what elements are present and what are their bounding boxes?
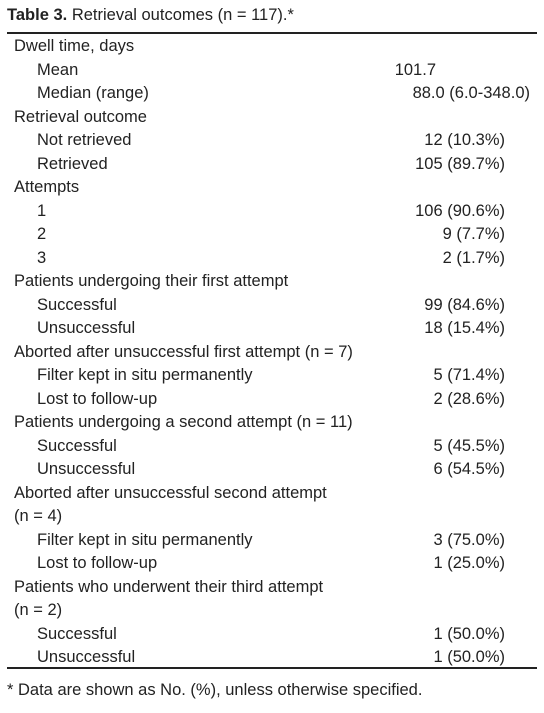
caption-label: Table 3. (7, 6, 68, 24)
row-value: 1 (25.0%) (433, 554, 505, 572)
row-label: Not retrieved (37, 131, 132, 149)
row-value: 3 (75.0%) (433, 530, 505, 549)
row-value: 101.7 (394, 60, 436, 79)
row-value: 105 (89.7%) (415, 154, 505, 173)
row-label: Retrieved (37, 154, 108, 173)
row-label: Successful (37, 295, 117, 314)
row-value: 99 (84.6%) (424, 295, 505, 314)
caption-text: Retrieval outcomes (n = 117).* (71, 6, 294, 24)
row-value: 106 (90.6%) (415, 201, 505, 220)
row-value: 6 (54.5%) (433, 460, 505, 478)
row-heading: Patients who underwent their third attem… (14, 577, 324, 596)
row-label: Unsuccessful (37, 460, 136, 478)
row-value: 1 (50.0%) (433, 648, 505, 666)
row-label: Lost to follow-up (37, 554, 158, 572)
row-value: 88.0 (6.0-348.0) (412, 84, 530, 102)
row-heading: Patients undergoing a second attempt (n … (14, 413, 353, 431)
row-value: 1 (50.0%) (433, 624, 505, 643)
row-label: 1 (37, 201, 47, 220)
row-heading: (n = 4) (14, 507, 63, 525)
row-label: 3 (37, 248, 47, 267)
row-heading: Aborted after unsuccessful first attempt… (14, 342, 353, 361)
row-label: Unsuccessful (37, 648, 136, 666)
row-label: Filter kept in situ permanently (37, 366, 253, 384)
top-rule (7, 32, 537, 34)
row-label: Lost to follow-up (37, 389, 158, 408)
row-label: Filter kept in situ permanently (37, 530, 253, 549)
row-label: Successful (37, 624, 117, 643)
row-value: 2 (28.6%) (433, 389, 505, 408)
row-heading: Aborted after unsuccessful second attemp… (14, 483, 327, 502)
row-heading: Dwell time, days (14, 37, 135, 55)
row-heading: Attempts (14, 178, 80, 196)
row-label: Mean (37, 60, 79, 79)
row-value: 5 (71.4%) (433, 366, 505, 384)
bottom-rule (7, 667, 537, 669)
footnote: * Data are shown as No. (%), unless othe… (7, 681, 423, 699)
row-label: 2 (37, 225, 47, 243)
row-value: 18 (15.4%) (424, 319, 505, 337)
row-heading: Patients undergoing their first attempt (14, 272, 289, 290)
table-caption: Table 3. Retrieval outcomes (n = 117).* (7, 5, 294, 25)
row-value: 5 (45.5%) (433, 436, 505, 455)
row-label: Successful (37, 436, 117, 455)
row-value: 12 (10.3%) (424, 131, 505, 149)
row-value: 9 (7.7%) (442, 225, 505, 243)
row-heading: (n = 2) (14, 601, 63, 619)
row-heading: Retrieval outcome (14, 107, 147, 126)
row-label: Median (range) (37, 84, 149, 102)
row-label: Unsuccessful (37, 319, 136, 337)
row-value: 2 (1.7%) (442, 248, 505, 267)
